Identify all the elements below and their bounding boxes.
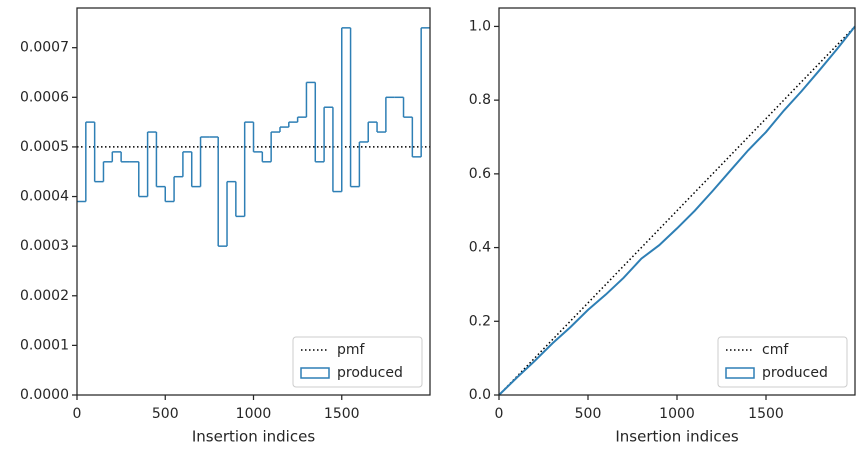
x-tick-label: 1500	[324, 406, 360, 422]
x-tick-label: 0	[73, 406, 82, 422]
y-tick-label: 0.0002	[20, 288, 69, 304]
legend-label: cmf	[762, 342, 789, 358]
x-axis-label: Insertion indices	[615, 428, 738, 446]
y-tick-label: 0.4	[469, 240, 491, 256]
x-tick-label: 500	[575, 406, 602, 422]
y-tick-label: 0.0003	[20, 238, 69, 254]
y-tick-label: 0.8	[469, 92, 491, 108]
y-tick-label: 0.0001	[20, 337, 69, 353]
legend-swatch	[300, 367, 330, 379]
legend-label: pmf	[337, 342, 366, 358]
step-connector	[85, 27, 422, 247]
y-tick-label: 0.0	[469, 387, 491, 403]
y-tick-label: 0.2	[469, 313, 491, 329]
y-tick-label: 1.0	[469, 18, 491, 34]
y-tick-label: 0.0004	[20, 189, 69, 205]
legend-label: produced	[337, 365, 403, 381]
x-tick-label: 1500	[748, 406, 784, 422]
series-line	[498, 25, 856, 396]
x-tick-label: 1000	[659, 406, 695, 422]
y-tick-label: 0.0007	[20, 40, 69, 56]
y-tick-label: 0.0006	[20, 89, 69, 105]
series-line	[498, 25, 856, 396]
y-tick-label: 0.0005	[20, 139, 69, 155]
x-axis-label: Insertion indices	[192, 428, 315, 446]
legend-swatch	[725, 367, 755, 379]
x-tick-label: 1000	[236, 406, 272, 422]
y-tick-label: 0.0000	[20, 387, 69, 403]
x-tick-label: 0	[495, 406, 504, 422]
y-tick-label: 0.6	[469, 166, 491, 182]
x-tick-label: 500	[152, 406, 179, 422]
legend-label: produced	[762, 365, 828, 381]
